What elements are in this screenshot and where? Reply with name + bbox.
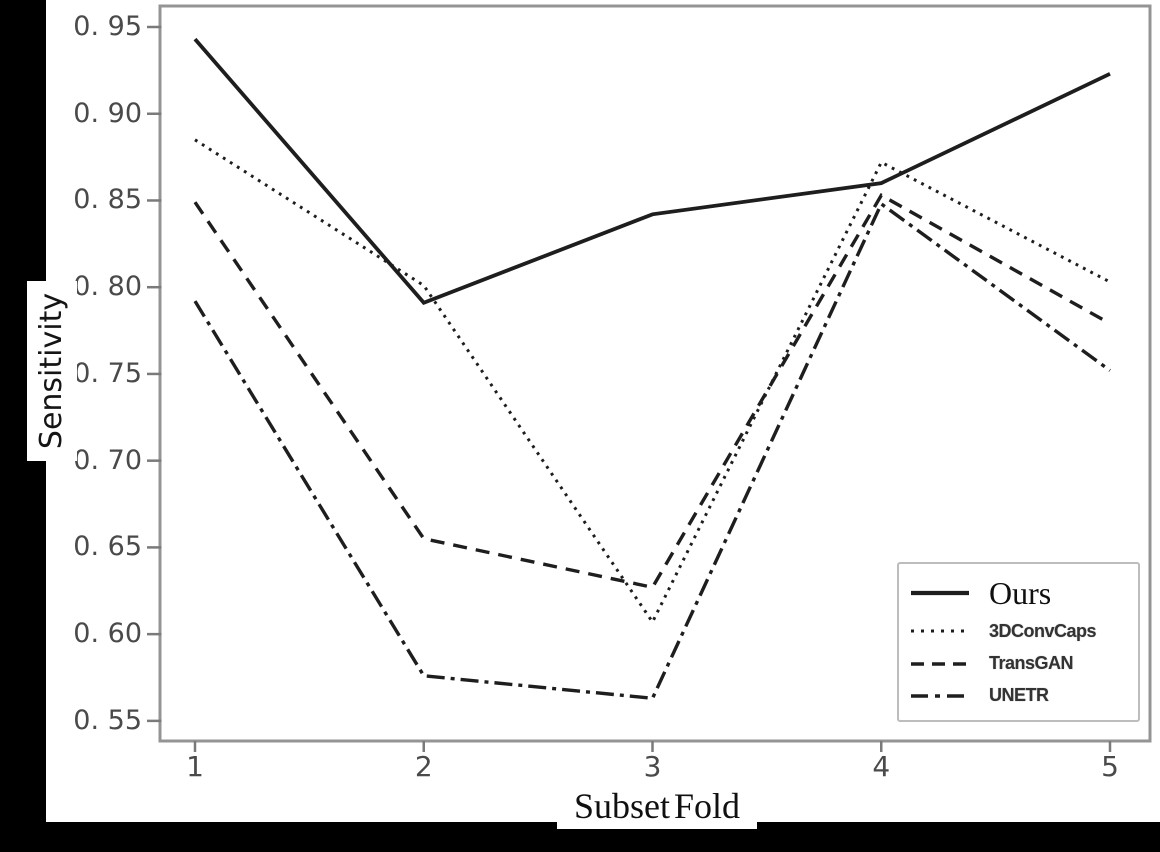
legend-item-unetr: UNETR — [909, 685, 1128, 706]
legend-item-transgan: TransGAN — [909, 653, 1128, 674]
legend-label: 3DConvCaps — [989, 620, 1097, 641]
x-tick-label: 1 — [186, 750, 204, 783]
y-tick-label: 0. 70 — [73, 444, 142, 476]
y-tick-label: 0. 55 — [73, 704, 142, 736]
axis-ticks — [147, 25, 1112, 752]
x-tick-label: 3 — [643, 750, 662, 783]
legend-item-ours: Ours — [909, 576, 1128, 610]
y-axis-title: Sensitivity — [27, 281, 77, 461]
legend-dashed-line-sample — [911, 661, 969, 666]
series-line-ours — [193, 37, 1111, 306]
y-tick-label: 0. 60 — [73, 618, 142, 650]
x-tick-label: 4 — [872, 750, 891, 783]
y-tick-label: 0. 80 — [73, 271, 142, 303]
x-axis-title: Subset Fold — [557, 783, 757, 829]
legend: Ours 3DConvCaps TransGAN UNETR — [897, 562, 1140, 722]
x-tick-label: 2 — [414, 750, 433, 783]
legend-label: TransGAN — [989, 653, 1074, 674]
series-line-unetr — [193, 201, 1112, 701]
y-tick-label: 0. 95 — [73, 11, 142, 42]
legend-item-3dconvcaps: 3DConvCaps — [909, 621, 1128, 642]
series-line-transgan — [193, 192, 1111, 590]
y-tick-label: 0. 75 — [73, 357, 142, 389]
legend-label: Ours — [989, 574, 1052, 611]
data-series-lines — [193, 37, 1112, 701]
legend-solid-line-sample — [911, 590, 969, 595]
legend-label: UNETR — [989, 685, 1049, 706]
legend-dashdot-line-sample — [911, 694, 969, 698]
legend-dotted-line-sample — [911, 629, 969, 633]
y-tick-label: 0. 85 — [73, 184, 142, 216]
y-tick-label: 0. 90 — [73, 97, 142, 129]
x-tick-label: 5 — [1101, 750, 1119, 783]
y-tick-label: 0. 65 — [73, 531, 142, 563]
